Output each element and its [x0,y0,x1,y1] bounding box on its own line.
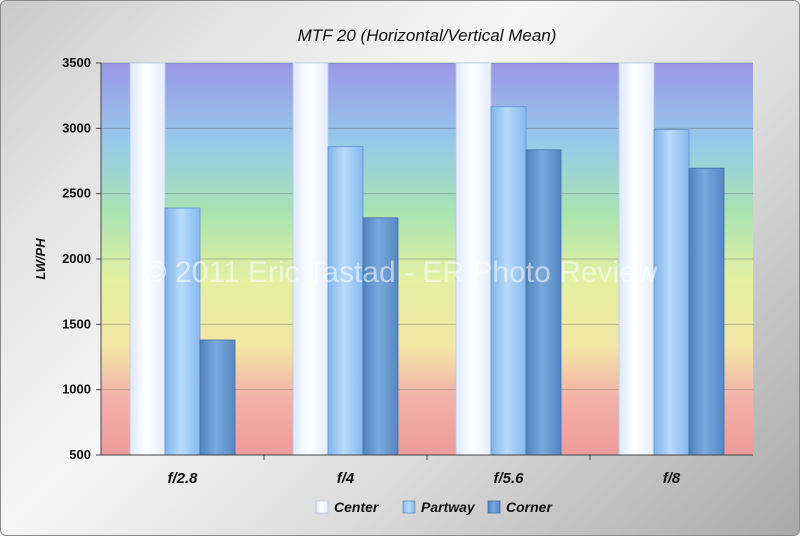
legend-swatch-corner [487,500,501,514]
legend-label-center: Center [334,499,380,515]
bar-partway-f8 [653,129,690,456]
bar-partway-f56 [490,106,527,456]
legend: Center Partway Corner [315,499,553,515]
bar-center-f8 [618,62,655,456]
legend-label-corner: Corner [506,499,553,515]
y-tick-label: 3000 [62,120,91,135]
legend-swatch-center [315,500,329,514]
bar-center-f4 [292,62,329,456]
x-ticks: f/2.8 f/4 f/5.6 f/8 [167,455,681,487]
legend-label-partway: Partway [421,499,476,515]
bar-partway-f4 [327,146,364,456]
x-tick-label: f/4 [337,470,355,487]
x-tick-label: f/8 [663,470,681,487]
bar-corner-f4 [362,217,399,456]
bar-center-f56 [455,62,492,456]
y-ticks: 500 1000 1500 2000 2500 3000 3500 [62,55,101,462]
bar-partway-f28 [164,207,201,456]
chart-title: MTF 20 (Horizontal/Vertical Mean) [298,26,557,45]
y-tick-label: 2500 [62,186,91,201]
y-tick-label: 3500 [62,55,91,70]
y-tick-label: 1500 [62,316,91,331]
y-tick-label: 2000 [62,251,91,266]
y-axis-label: LW/PH [33,238,48,280]
bar-corner-f56 [525,149,562,456]
x-tick-label: f/5.6 [493,470,524,487]
x-tick-label: f/2.8 [167,470,198,487]
bar-corner-f8 [688,167,725,456]
y-tick-label: 500 [69,447,91,462]
bar-corner-f28 [199,339,236,456]
legend-swatch-partway [402,500,416,514]
watermark: © 2011 Eric Tastad - ER Photo Review [145,256,658,289]
bars [129,62,725,456]
y-tick-label: 1000 [62,382,91,397]
